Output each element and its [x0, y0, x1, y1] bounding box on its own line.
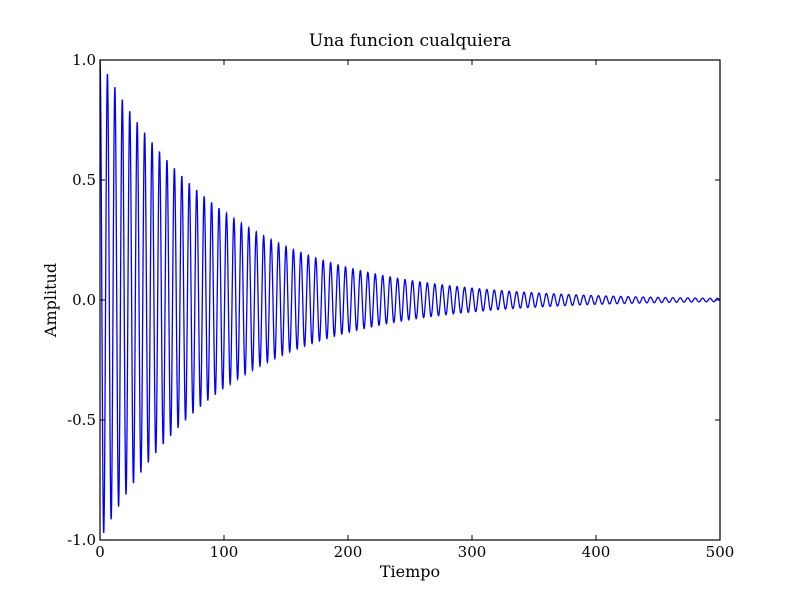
series-line — [100, 60, 720, 533]
x-tick-label: 0 — [95, 543, 105, 561]
x-tick-label: 200 — [334, 543, 363, 561]
x-tick-label: 100 — [210, 543, 239, 561]
x-axis-label: Tiempo — [380, 562, 440, 581]
y-tick-label: 1.0 — [72, 51, 96, 69]
plot-frame — [99, 59, 721, 541]
x-tick-label: 500 — [706, 543, 735, 561]
y-tick-label: 0.5 — [72, 171, 96, 189]
x-tick-label: 300 — [458, 543, 487, 561]
chart-title: Una funcion cualquiera — [309, 31, 511, 51]
x-tick-label: 400 — [582, 543, 611, 561]
y-tick-label: 0.0 — [72, 291, 96, 309]
y-tick-label: -0.5 — [67, 411, 96, 429]
y-axis-label: Amplitud — [41, 263, 60, 338]
y-tick-label: -1.0 — [67, 531, 96, 549]
